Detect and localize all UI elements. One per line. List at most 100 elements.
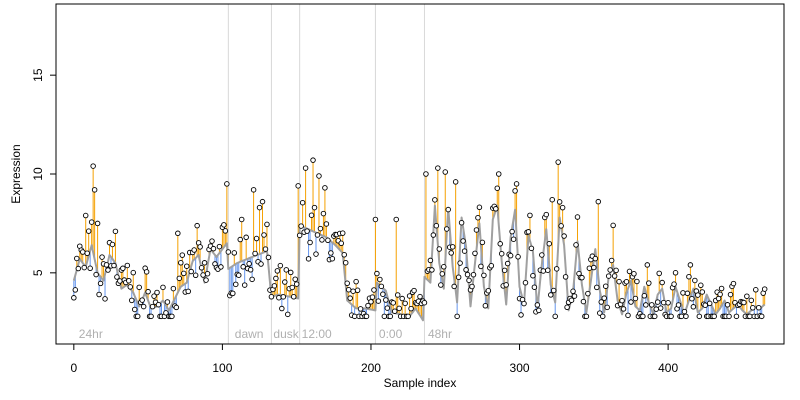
data-point — [351, 313, 358, 320]
data-point — [237, 236, 243, 243]
data-point — [758, 313, 765, 320]
data-point — [160, 284, 166, 291]
data-point — [711, 313, 717, 320]
data-point — [197, 244, 203, 250]
y-tick-label: 10 — [31, 167, 45, 181]
data-point — [564, 304, 570, 311]
data-point — [683, 313, 689, 320]
data-point — [634, 278, 640, 285]
data-point — [498, 250, 505, 257]
data-point — [528, 245, 535, 252]
data-point — [363, 313, 370, 320]
data-point — [761, 286, 768, 292]
data-point — [727, 291, 734, 298]
data-point — [124, 262, 131, 269]
data-point — [282, 279, 288, 285]
phase-labels: 24hr dawn dusk 12:00 0:00 48hr — [79, 327, 452, 341]
x-tick-label: 100 — [212, 361, 232, 375]
data-point — [625, 312, 631, 319]
data-point — [540, 268, 547, 274]
data-point — [191, 247, 197, 253]
data-point — [127, 284, 134, 290]
data-point — [726, 313, 732, 320]
data-point — [527, 212, 533, 219]
data-point — [71, 295, 77, 301]
data-point — [632, 295, 639, 302]
data-point — [439, 271, 446, 277]
data-point — [293, 281, 300, 287]
data-point — [203, 277, 209, 283]
data-point — [264, 221, 270, 228]
data-point — [702, 302, 709, 308]
data-point — [579, 274, 585, 281]
data-point — [325, 237, 331, 244]
data-point — [469, 283, 475, 290]
data-point — [463, 267, 469, 273]
data-point — [559, 204, 566, 211]
data-point — [307, 239, 313, 246]
data-point — [595, 198, 602, 205]
data-point — [623, 278, 630, 285]
data-point — [452, 179, 459, 185]
data-point — [105, 267, 111, 273]
y-tick-label: 5 — [31, 269, 45, 276]
data-point — [126, 277, 132, 284]
data-point — [394, 292, 401, 298]
data-point — [568, 297, 575, 303]
data-point — [654, 299, 661, 305]
data-point — [421, 299, 428, 306]
data-point — [476, 204, 483, 211]
data-point — [730, 280, 737, 287]
data-point — [88, 219, 95, 225]
data-point — [209, 238, 215, 244]
data-point — [350, 288, 356, 294]
data-point — [507, 252, 514, 259]
data-point — [653, 306, 659, 312]
data-point — [672, 270, 679, 276]
data-point — [82, 212, 89, 219]
data-point — [547, 292, 554, 298]
data-point — [454, 313, 460, 320]
data-point — [408, 305, 414, 312]
data-point — [81, 264, 87, 271]
data-point — [464, 271, 471, 278]
data-point — [687, 262, 694, 268]
data-point — [594, 284, 600, 291]
data-point — [684, 290, 691, 297]
data-point — [279, 305, 285, 312]
data-point — [173, 304, 180, 311]
data-point — [570, 288, 576, 295]
data-point — [277, 262, 284, 269]
data-point — [91, 187, 98, 193]
data-point — [433, 222, 440, 229]
data-point — [651, 313, 658, 320]
data-point — [598, 299, 605, 305]
data-point — [406, 293, 413, 299]
data-point — [185, 288, 191, 295]
data-point — [671, 281, 677, 287]
data-point — [438, 282, 444, 288]
data-point — [285, 311, 291, 318]
data-point — [430, 232, 437, 238]
data-point — [631, 271, 637, 277]
data-point — [231, 250, 238, 256]
data-point — [221, 222, 227, 228]
data-point — [357, 306, 364, 312]
data-point — [597, 310, 603, 316]
data-point — [369, 294, 376, 300]
data-point — [448, 250, 454, 256]
phase-label: dawn — [235, 327, 264, 341]
data-point — [225, 249, 232, 255]
data-point — [692, 277, 698, 284]
data-point — [423, 171, 429, 177]
data-point — [145, 288, 151, 295]
data-point — [87, 265, 93, 272]
data-point — [641, 293, 648, 299]
data-point — [143, 269, 150, 275]
data-point — [592, 255, 599, 262]
data-point — [216, 243, 223, 250]
data-point — [741, 299, 747, 306]
data-point — [675, 302, 682, 308]
data-point — [586, 265, 593, 271]
